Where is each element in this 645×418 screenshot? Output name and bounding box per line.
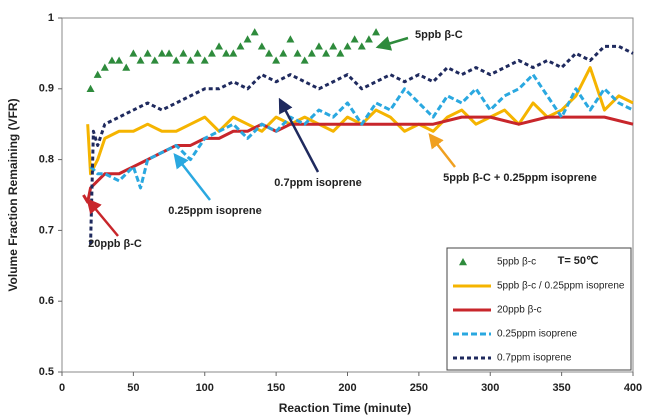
x-tick-label: 0 [59, 382, 65, 394]
marker [107, 56, 116, 64]
annotation-arrow [428, 133, 456, 168]
marker [179, 49, 188, 57]
marker [100, 63, 109, 71]
series-line [86, 66, 634, 176]
marker [93, 70, 102, 78]
x-tick-label: 50 [127, 382, 139, 394]
x-tick-label: 350 [552, 382, 570, 394]
marker [129, 49, 138, 57]
marker [336, 49, 345, 57]
marker [229, 49, 238, 57]
marker [150, 56, 159, 64]
legend-label: 0.7ppm isoprene [497, 353, 572, 364]
x-tick-label: 200 [338, 382, 356, 394]
series-line [89, 73, 634, 190]
marker [136, 56, 145, 64]
legend-label: 0.25ppm isoprene [497, 329, 577, 340]
annotation-arrow [86, 198, 119, 237]
marker [115, 56, 124, 64]
x-tick-label: 400 [624, 382, 642, 394]
marker [314, 42, 323, 50]
annotation: 0.7ppm isoprene [274, 177, 361, 189]
marker [172, 56, 181, 64]
marker [286, 35, 295, 43]
marker [264, 49, 273, 57]
marker [329, 42, 338, 50]
marker [86, 84, 95, 92]
legend-note: T= 50℃ [558, 255, 599, 267]
x-tick-label: 100 [196, 382, 214, 394]
annotation-arrow [278, 97, 320, 173]
series-line [89, 44, 634, 245]
legend-label: 20ppb β-c [497, 305, 542, 316]
marker [372, 28, 381, 36]
marker [243, 35, 252, 43]
x-tick-label: 150 [267, 382, 285, 394]
y-tick-label: 0.9 [39, 83, 54, 95]
marker [350, 35, 359, 43]
annotation: 5ppb β-C + 0.25ppm isoprene [443, 172, 597, 184]
marker [293, 49, 302, 57]
legend-label: 5ppb β-c / 0.25ppm isoprene [497, 281, 625, 292]
marker [250, 28, 259, 36]
marker [143, 49, 152, 57]
marker [193, 49, 202, 57]
marker [322, 49, 331, 57]
legend-marker [459, 258, 467, 266]
marker [300, 56, 309, 64]
marker [272, 56, 281, 64]
y-tick-label: 0.5 [39, 366, 54, 378]
annotation: 0.25ppm isoprene [168, 205, 262, 217]
marker [186, 56, 195, 64]
marker [343, 42, 352, 50]
marker [364, 35, 373, 43]
marker [207, 49, 216, 57]
y-tick-label: 0.8 [39, 154, 54, 166]
y-axis-label: Volume Fraction Remaining (VFR) [6, 98, 20, 291]
marker [222, 49, 231, 57]
marker [357, 42, 366, 50]
marker [236, 42, 245, 50]
x-axis-label: Reaction Time (minute) [279, 401, 411, 415]
marker [165, 49, 174, 57]
legend-label: 5ppb β-c [497, 257, 536, 268]
marker [157, 49, 166, 57]
y-tick-label: 0.7 [39, 224, 54, 236]
annotation: 20ppb β-C [88, 238, 142, 250]
marker [307, 49, 316, 57]
marker [279, 49, 288, 57]
marker [200, 56, 209, 64]
annotation-arrow [375, 36, 409, 51]
y-tick-label: 0.6 [39, 295, 54, 307]
annotation-arrow [173, 153, 211, 201]
x-tick-label: 250 [410, 382, 428, 394]
marker [122, 63, 131, 71]
y-tick-label: 1 [48, 12, 54, 24]
marker [257, 42, 266, 50]
marker [215, 42, 224, 50]
annotation: 5ppb β-C [415, 29, 463, 41]
x-tick-label: 300 [481, 382, 499, 394]
